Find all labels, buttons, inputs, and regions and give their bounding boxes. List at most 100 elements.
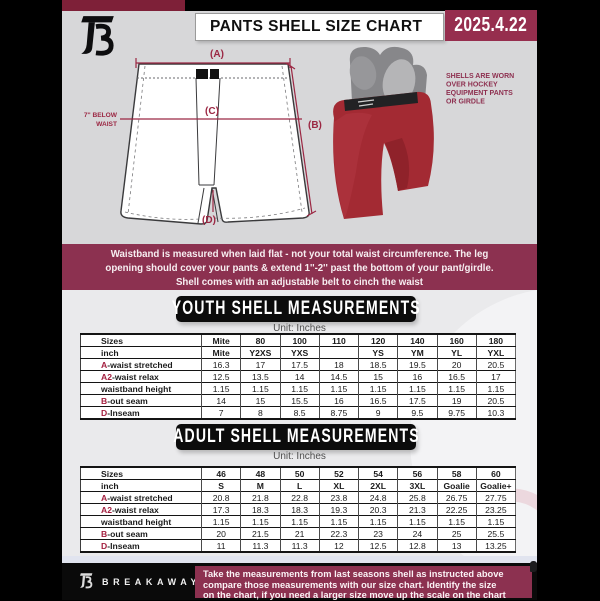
value-cell: 1.15 <box>436 382 477 395</box>
shorts-outline <box>120 63 310 225</box>
value-cell: 19.3 <box>318 503 359 516</box>
value-cell: 14 <box>200 394 241 407</box>
value-cell: 12.5 <box>200 370 241 383</box>
header-cell: XL <box>318 479 359 492</box>
photo-caption: SHELLS ARE WORN OVER HOCKEY EQUIPMENT PA… <box>446 73 514 106</box>
header-cell: 80 <box>240 334 280 347</box>
header-cell: 54 <box>357 467 398 480</box>
adult-table: Sizes 46 48 50 52 54 56 58 60 inch S M L XL 2XL 3XL Goal… <box>80 466 516 553</box>
value-cell: 17.5 <box>397 394 437 407</box>
svg-text:EQUIPMENT PANTS: EQUIPMENT PANTS <box>446 90 513 97</box>
value-cell: 17.5 <box>279 358 320 371</box>
value-cell: 9.5 <box>397 406 437 419</box>
value-cell: 15 <box>357 370 398 383</box>
table-row: D-Inseam 7 8 8.5 8.75 9 9.5 9.75 10.3 <box>80 406 516 419</box>
youth-unit-label: Unit: Inches <box>273 323 326 334</box>
value-cell: 13.5 <box>240 370 280 383</box>
row-label: Sizes <box>101 335 123 346</box>
value-cell: 17 <box>475 370 516 383</box>
page-edge-strip <box>62 556 537 563</box>
svg-text:OVER HOCKEY: OVER HOCKEY <box>446 82 498 89</box>
table-row: A-waist stretched 16.3 17 17.5 18 18.5 19.5 20 2… <box>80 358 516 371</box>
value-cell: 7 <box>200 406 241 419</box>
value-cell: 9 <box>357 406 398 419</box>
adult-heading-box: ADULT SHELL MEASUREMENTS <box>173 424 418 450</box>
value-cell: 12.5 <box>357 539 398 552</box>
header-cell <box>318 346 359 359</box>
value-cell: 15 <box>240 394 280 407</box>
value-cell: 1.15 <box>240 382 280 395</box>
value-cell: 1.15 <box>397 515 437 528</box>
header-cell: 50 <box>279 467 320 480</box>
header-cell: Mite <box>200 346 241 359</box>
value-cell: 20 <box>436 358 477 371</box>
measurement-line-b <box>285 62 317 217</box>
row-label-prefix: B <box>101 395 108 406</box>
shell-photo <box>333 46 434 219</box>
cursor-artifact <box>530 561 537 572</box>
header-cell: Goalie+ <box>475 479 516 492</box>
value-cell: 22.3 <box>318 527 359 540</box>
row-label-prefix: D <box>101 407 108 418</box>
header-cell: 160 <box>436 334 477 347</box>
notice-line: opening should cover your pants & extend… <box>105 263 494 274</box>
brand-name: BREAKAWAY <box>102 577 202 587</box>
header-cell: Mite <box>200 334 241 347</box>
value-cell: 16.5 <box>357 394 398 407</box>
title-box: PANTS SHELL SIZE CHART <box>195 13 444 41</box>
value-cell: 25.5 <box>475 527 516 540</box>
header-cell: YM <box>397 346 437 359</box>
header-cell: YL <box>436 346 477 359</box>
footer-note-line: Take the measurements from last seasons … <box>203 569 504 579</box>
value-cell: 20.5 <box>475 394 516 407</box>
header-cell: Goalie <box>436 479 477 492</box>
table-row: waistband height 1.15 1.15 1.15 1.15 1.15 1.15… <box>80 515 516 528</box>
header-cell: S <box>200 479 241 492</box>
table-row: A-waist stretched 20.8 21.8 22.8 23.8 24.8 25.… <box>80 491 516 504</box>
value-cell: 20 <box>200 527 241 540</box>
value-cell: 16.3 <box>200 358 241 371</box>
value-cell: 9.75 <box>436 406 477 419</box>
value-cell: 19 <box>436 394 477 407</box>
row-label-prefix: A <box>101 492 108 503</box>
value-cell: 19.5 <box>397 358 437 371</box>
header-cell: 100 <box>279 334 320 347</box>
value-cell: 21.5 <box>240 527 280 540</box>
value-cell: 18.3 <box>240 503 280 516</box>
header-cell: 60 <box>475 467 516 480</box>
value-cell: 11.3 <box>279 539 320 552</box>
row-label: B-out seam <box>80 394 202 407</box>
footer: BREAKAWAY Take the measurements from las… <box>62 563 537 600</box>
value-cell: 1.15 <box>397 382 437 395</box>
row-label-prefix: B <box>101 528 108 539</box>
value-cell: 16 <box>397 370 437 383</box>
table-row: inch Mite Y2XS YXS YS YM YL YXL <box>80 346 516 359</box>
table-row: Sizes 46 48 50 52 54 56 58 60 <box>81 467 516 480</box>
value-cell: 13 <box>436 539 477 552</box>
value-cell: 15.5 <box>279 394 320 407</box>
value-cell: 17 <box>240 358 280 371</box>
row-label: A-waist stretched <box>80 358 202 371</box>
value-cell: 1.15 <box>436 515 477 528</box>
value-cell: 23.25 <box>475 503 516 516</box>
row-label: waistband height <box>80 515 202 528</box>
value-cell: 20.3 <box>357 503 398 516</box>
table-row: B-out seam 14 15 15.5 16 16.5 17.5 19 20.5 <box>80 394 516 407</box>
value-cell: 18.5 <box>357 358 398 371</box>
header-cell: YXS <box>279 346 320 359</box>
svg-text:SHELLS ARE WORN: SHELLS ARE WORN <box>446 73 514 80</box>
youth-table: Sizes Mite 80 100 110 120 140 160 180 inch Mite Y2X… <box>80 333 516 420</box>
measurements-section: YOUTH SHELL MEASUREMENTS Unit: Inches Si… <box>62 290 537 556</box>
table-row: inch S M L XL 2XL 3XL Goalie Goalie+ <box>80 479 516 492</box>
value-cell: 16 <box>318 394 359 407</box>
value-cell: 21 <box>279 527 320 540</box>
header-cell: 48 <box>240 467 280 480</box>
size-chart-page: PANTS SHELL SIZE CHART 2025.4.22 (A) ( <box>62 0 537 600</box>
table-row: B-out seam 20 21.5 21 22.3 23 24 25 25.5 <box>80 527 516 540</box>
row-label-prefix: A <box>101 359 108 370</box>
label-a: (A) <box>210 49 224 60</box>
value-cell: 14 <box>279 370 320 383</box>
header-cell: 2XL <box>357 479 398 492</box>
adult-unit-label: Unit: Inches <box>273 451 326 462</box>
